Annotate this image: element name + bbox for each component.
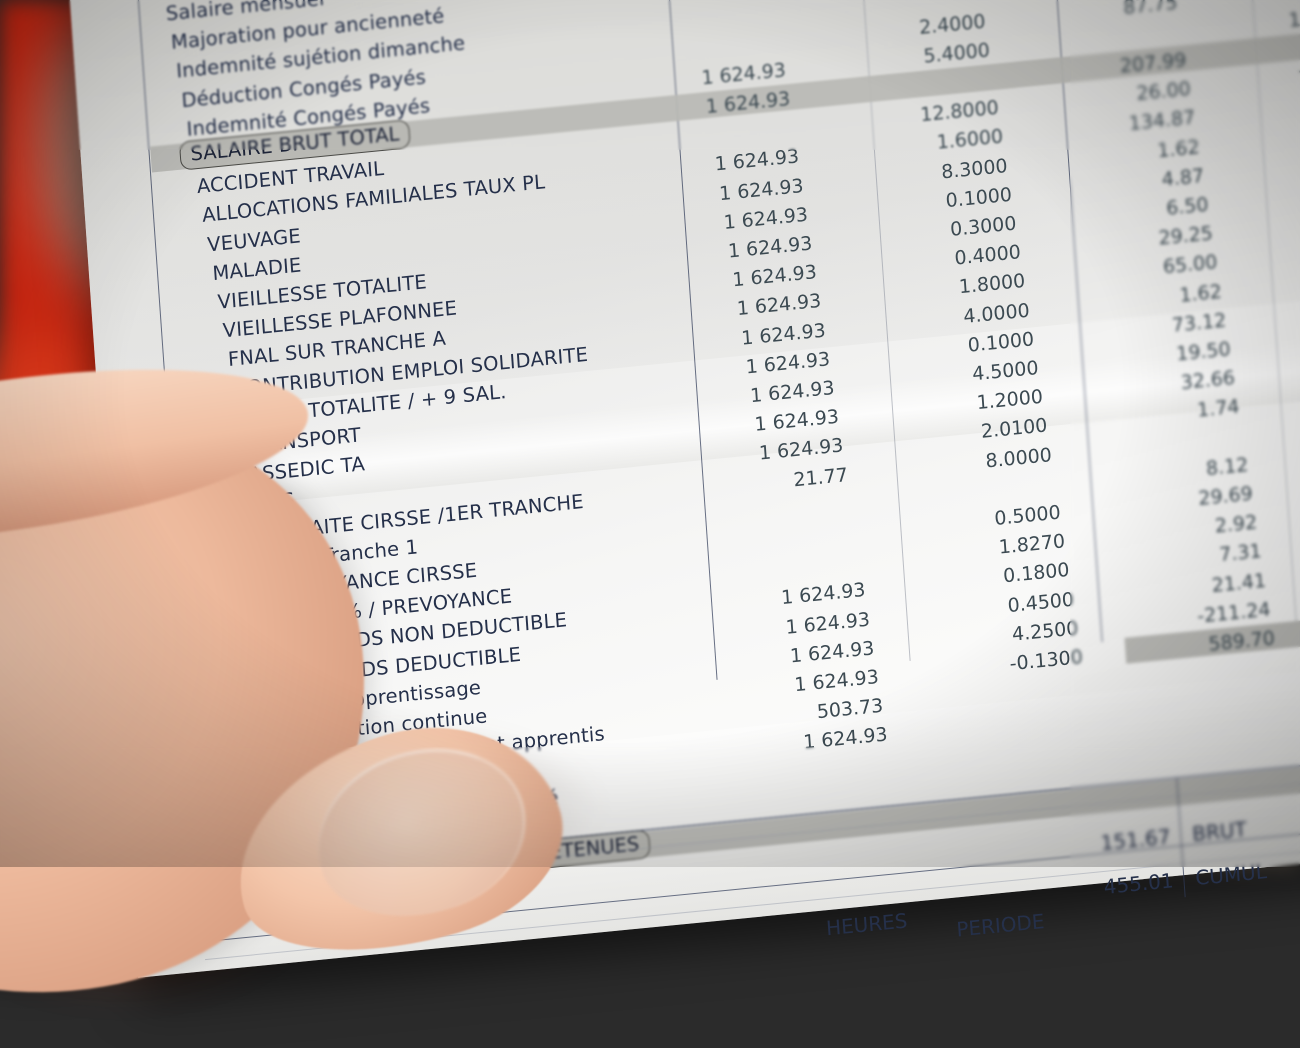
footer-cumul-value: 455.01 (1102, 868, 1175, 900)
payslip-footer-table: 1 624.93NET4 900.28CU151.67BRUT455.01CUM… (60, 0, 1300, 978)
payslip-sheet: Salaire mensuel Majoration pour anciennet… (60, 0, 1300, 978)
footer-cumul-label: CUMUL (1194, 859, 1268, 891)
footer-heures-label: HEURES (825, 908, 909, 941)
footer-brut-value: 151.67 (1099, 824, 1172, 856)
footer-brut-label: BRUT (1191, 816, 1248, 847)
footer-rule-0 (198, 734, 1300, 875)
footer-periode-label: PERIODE (955, 909, 1046, 942)
